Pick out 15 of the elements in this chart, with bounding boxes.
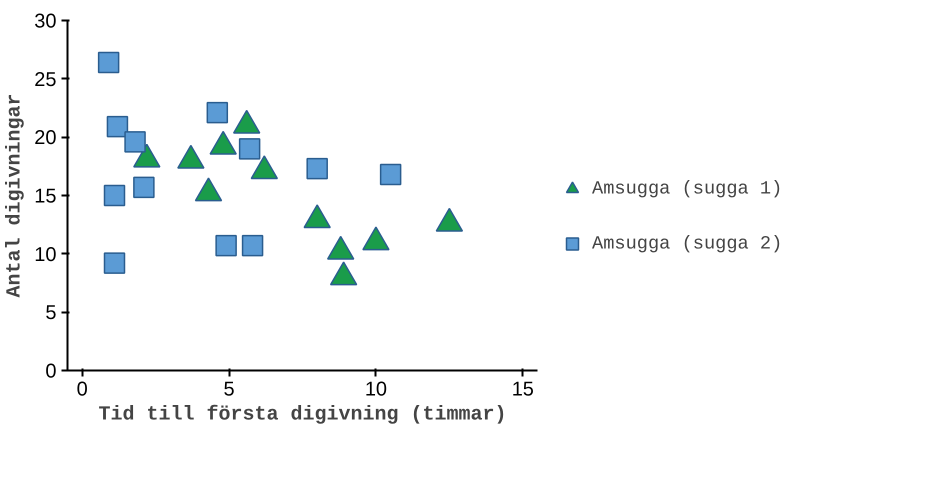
x-tick-label: 5: [224, 378, 235, 400]
legend-label: Amsugga (sugga 1): [592, 177, 782, 199]
legend-label: Amsugga (sugga 2): [592, 232, 782, 254]
x-tick-label: 0: [76, 378, 88, 400]
y-tick-label: 5: [45, 302, 56, 324]
y-tick-label: 15: [34, 186, 57, 208]
x-axis-title: Tid till första digivning (timmar): [98, 404, 507, 426]
y-tick-label: 30: [34, 10, 57, 32]
y-tick-label: 10: [34, 244, 57, 266]
x-tick-label: 10: [364, 378, 388, 400]
y-axis-title: Antal digivningar: [3, 93, 26, 298]
y-tick-label: 20: [34, 127, 57, 150]
x-tick-label: 15: [512, 378, 534, 400]
y-tick-label: 0: [45, 360, 56, 382]
y-tick-label: 25: [34, 68, 57, 91]
